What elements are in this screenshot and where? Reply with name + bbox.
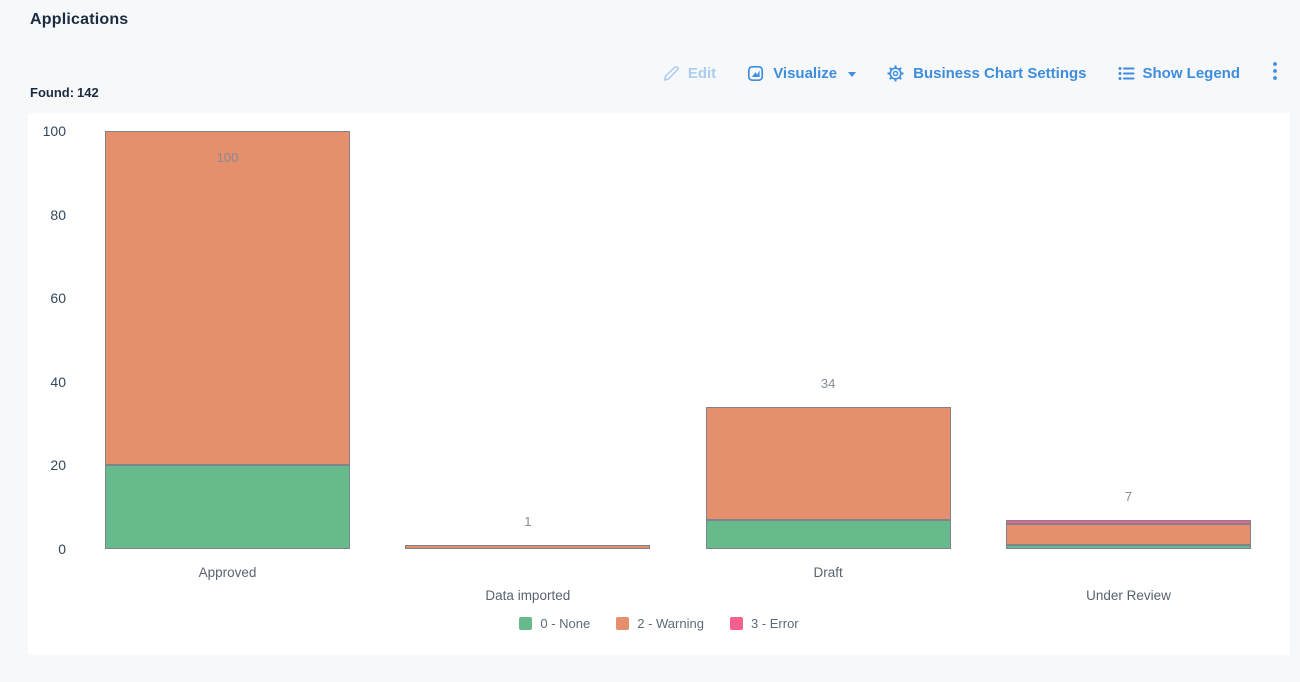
y-axis-tick-label: 0 xyxy=(58,541,66,557)
x-axis-label-approved: Approved xyxy=(198,565,257,580)
x-axis-label-under-review: Under Review xyxy=(1086,588,1171,603)
y-axis-tick-label: 80 xyxy=(50,206,66,223)
bar-segment-draft-0-none[interactable] xyxy=(705,519,951,549)
x-axis-label-draft: Draft xyxy=(813,565,843,580)
bar-segment-under-review-3-error[interactable] xyxy=(1005,519,1251,524)
y-axis-tick-label: 60 xyxy=(50,290,66,307)
bar-value-label: 7 xyxy=(1124,488,1133,504)
page-title: Applications xyxy=(30,11,129,28)
list-icon xyxy=(1117,64,1135,82)
chart-legend: 0 - None 2 - Warning 3 - Error xyxy=(28,616,1290,631)
legend-swatch xyxy=(616,617,630,630)
legend-item-2-warning[interactable]: 2 - Warning xyxy=(616,616,704,631)
y-axis-tick-label: 100 xyxy=(42,123,66,139)
legend-swatch xyxy=(519,617,533,630)
gear-icon xyxy=(886,64,905,83)
chart-toolbar: Edit Visualize xyxy=(662,58,1280,88)
edit-button-label: Edit xyxy=(687,64,717,82)
show-legend-label: Show Legend xyxy=(1142,64,1241,82)
bar-segment-data-imported-2-warning[interactable] xyxy=(405,544,651,549)
x-axis-label-data-imported: Data imported xyxy=(485,588,571,603)
legend-swatch xyxy=(729,617,743,630)
bar-segment-under-review-0-none[interactable] xyxy=(1005,544,1251,549)
legend-item-3-error[interactable]: 3 - Error xyxy=(729,616,799,631)
found-count: Found: 142 xyxy=(30,85,102,100)
bar-segment-approved-2-warning[interactable] xyxy=(105,131,350,466)
y-axis-tick-label: 20 xyxy=(50,457,66,474)
visualize-button[interactable]: Visualize xyxy=(746,64,857,83)
bar-segment-draft-2-warning[interactable] xyxy=(705,406,951,520)
chart-card: 0 20 40 60 80 100 100 Approved 1 Data imported 34 D… xyxy=(28,113,1290,655)
legend-label: 3 - Error xyxy=(750,616,799,631)
bar-value-label: 100 xyxy=(216,150,239,165)
kebab-menu-button[interactable] xyxy=(1270,58,1280,89)
chevron-down-icon xyxy=(848,71,857,77)
show-legend-button[interactable]: Show Legend xyxy=(1117,64,1241,82)
bar-segment-under-review-2-warning[interactable] xyxy=(1005,523,1251,545)
found-value: 142 xyxy=(77,85,99,100)
business-chart-settings-button[interactable]: Business Chart Settings xyxy=(886,64,1087,83)
legend-item-0-none[interactable]: 0 - None xyxy=(519,616,590,631)
y-axis-tick-label: 40 xyxy=(50,373,66,390)
legend-label: 0 - None xyxy=(540,616,591,631)
legend-label: 2 - Warning xyxy=(637,616,704,631)
visualize-button-label: Visualize xyxy=(773,64,838,82)
chart-frame-icon xyxy=(746,64,765,83)
pencil-icon xyxy=(662,64,680,82)
edit-button[interactable]: Edit xyxy=(662,64,716,82)
found-label: Found: xyxy=(30,85,75,100)
bar-value-label: 34 xyxy=(820,375,836,391)
business-chart-settings-label: Business Chart Settings xyxy=(913,64,1087,82)
bar-value-label: 1 xyxy=(524,513,532,529)
bar-segment-approved-0-none[interactable] xyxy=(105,465,350,549)
